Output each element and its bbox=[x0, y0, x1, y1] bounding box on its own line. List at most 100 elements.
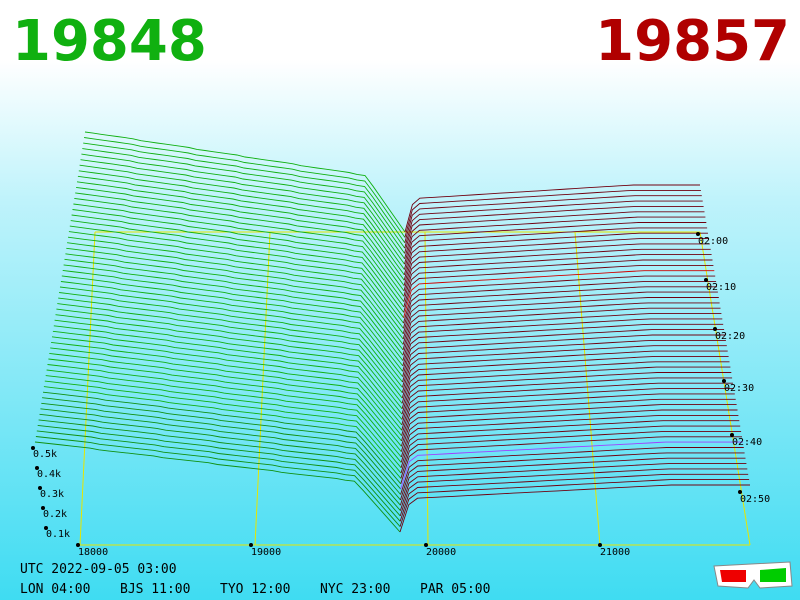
axis-dot bbox=[35, 466, 39, 470]
bid-curve bbox=[83, 142, 406, 243]
bid-curve bbox=[62, 269, 404, 367]
axis-dot bbox=[704, 278, 708, 282]
price-label: 21000 bbox=[600, 547, 630, 558]
axis-dot bbox=[730, 433, 734, 437]
ask-curve bbox=[403, 259, 713, 308]
ask-curve bbox=[403, 222, 707, 270]
bid-curve bbox=[84, 131, 406, 233]
ask-curve bbox=[399, 468, 748, 517]
ask-curve bbox=[403, 275, 716, 324]
zone-time: TYO 12:00 bbox=[220, 582, 290, 597]
ask-curve bbox=[402, 307, 721, 356]
depth-label: 0.4k bbox=[37, 469, 61, 480]
time-label: 02:10 bbox=[706, 282, 736, 293]
ask-curve bbox=[403, 243, 710, 292]
axis-dot bbox=[696, 232, 700, 236]
axis-labels: 18000 19000 20000 21000 0.5k 0.4k 0.3k 0.2k 0.1k… bbox=[31, 232, 770, 558]
bid-curve bbox=[84, 137, 406, 238]
bid-curve bbox=[40, 408, 401, 501]
ask-curve bbox=[399, 484, 750, 533]
time-zones: LON 04:00 BJS 11:00 TYO 12:00 NYC 23:00 PAR … bbox=[20, 582, 490, 597]
ask-curve bbox=[401, 345, 727, 393]
depth-label: 0.3k bbox=[40, 489, 64, 500]
ask-curve bbox=[401, 377, 733, 426]
bid-curve bbox=[46, 369, 402, 463]
ask-curve bbox=[401, 361, 730, 409]
bid-price: 19848 bbox=[12, 9, 207, 74]
time-label: 02:20 bbox=[715, 331, 745, 342]
bid-curve bbox=[68, 231, 404, 329]
bid-curve bbox=[76, 186, 405, 286]
ask-price: 19857 bbox=[595, 9, 790, 74]
bid-curve bbox=[66, 247, 404, 345]
bid-curve bbox=[82, 148, 406, 249]
ask-curve bbox=[400, 409, 738, 458]
bid-curve bbox=[44, 380, 402, 474]
ask-curve bbox=[400, 441, 743, 490]
bid-curve bbox=[35, 436, 401, 527]
bid-curve bbox=[55, 314, 403, 410]
ask-curve bbox=[401, 366, 731, 415]
ask-curve bbox=[400, 398, 736, 447]
ask-curve bbox=[402, 286, 717, 334]
3d-glasses-icon bbox=[713, 561, 793, 589]
bid-curve bbox=[38, 419, 401, 511]
bid-curve bbox=[77, 175, 405, 276]
ask-curve bbox=[402, 318, 723, 367]
ask-curve bbox=[400, 452, 745, 501]
bid-curve bbox=[34, 441, 401, 533]
ask-curve bbox=[399, 479, 750, 527]
bid-curve bbox=[56, 308, 403, 404]
ask-curve bbox=[400, 414, 739, 463]
bid-curve bbox=[72, 209, 405, 308]
bid-curve bbox=[64, 258, 404, 356]
bid-curve bbox=[52, 330, 403, 426]
ask-curve bbox=[404, 205, 704, 254]
bid-curve bbox=[57, 303, 403, 399]
bid-curve bbox=[51, 336, 403, 431]
axis-dot bbox=[722, 379, 726, 383]
axis-dot bbox=[738, 490, 742, 494]
zone-time: LON 04:00 bbox=[20, 582, 90, 597]
ask-curve bbox=[404, 216, 706, 265]
depth-label: 0.5k bbox=[33, 449, 57, 460]
bid-curve bbox=[63, 264, 404, 361]
bid-curve bbox=[81, 153, 405, 254]
bid-curve bbox=[79, 164, 405, 265]
bid-curve bbox=[39, 413, 401, 506]
ask-curve bbox=[402, 329, 725, 377]
depth-label: 0.1k bbox=[46, 529, 70, 540]
bid-curve bbox=[54, 319, 403, 415]
bid-curve bbox=[73, 203, 405, 302]
ask-curve bbox=[404, 184, 700, 233]
depth-label: 0.2k bbox=[43, 509, 67, 520]
zone-time: PAR 05:00 bbox=[420, 582, 490, 597]
floor-line bbox=[254, 231, 271, 546]
bid-curve bbox=[51, 341, 402, 436]
bid-curve bbox=[74, 197, 405, 297]
ask-curve bbox=[403, 232, 708, 281]
bid-curve bbox=[60, 281, 403, 377]
price-label: 19000 bbox=[251, 547, 281, 558]
ask-curve bbox=[401, 355, 729, 404]
bid-curve bbox=[42, 391, 402, 485]
zone-time: NYC 23:00 bbox=[320, 582, 390, 597]
axis-dot bbox=[38, 486, 42, 490]
axis-dot bbox=[76, 543, 80, 547]
floor-line bbox=[79, 231, 96, 546]
bid-curve bbox=[59, 286, 403, 383]
ask-curve bbox=[402, 280, 717, 329]
ask-curve bbox=[402, 313, 722, 361]
utc-time: UTC 2022-09-05 03:00 bbox=[20, 562, 177, 577]
bid-curve bbox=[69, 225, 404, 324]
price-label: 18000 bbox=[78, 547, 108, 558]
ask-curve bbox=[404, 189, 701, 238]
bid-curve bbox=[67, 242, 404, 340]
ask-curve bbox=[403, 227, 708, 276]
bid-curve bbox=[80, 159, 405, 260]
time-label: 02:40 bbox=[732, 437, 762, 448]
bid-curve bbox=[50, 347, 402, 442]
bid-curve bbox=[70, 220, 404, 318]
axis-dot bbox=[249, 543, 253, 547]
depth-curves bbox=[34, 131, 750, 533]
